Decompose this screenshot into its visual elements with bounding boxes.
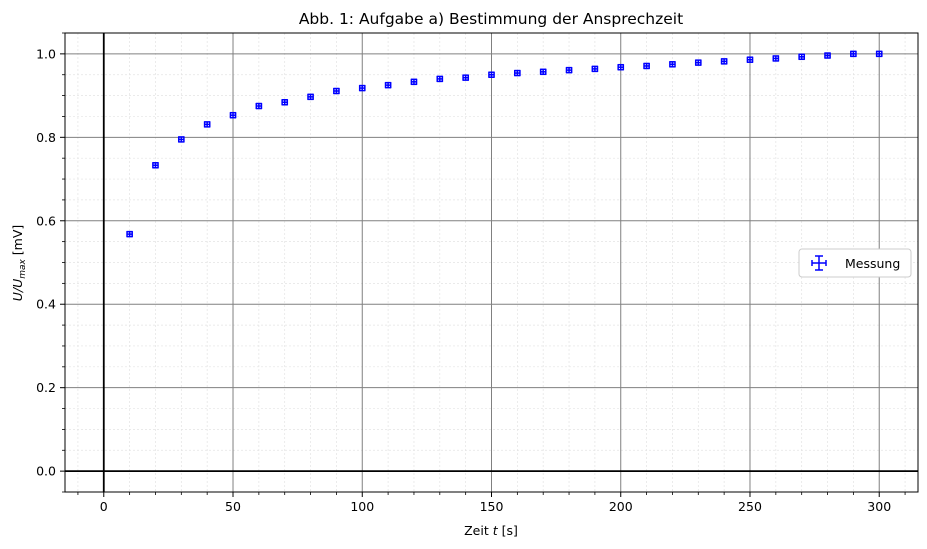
y-tick-label: 1.0 [36,46,56,61]
data-point [229,111,237,119]
data-point [746,56,754,63]
data-point [617,63,625,71]
data-point [488,71,495,78]
data-point [462,74,469,81]
x-axis-label: Zeit t [s] [464,523,518,538]
data-point [720,58,728,65]
legend-label: Messung [845,256,900,271]
x-tick-label: 50 [225,499,241,514]
data-point [203,121,211,128]
data-point [565,66,573,74]
x-tick-label: 150 [480,499,504,514]
data-point [643,62,650,70]
y-tick-label: 0.8 [36,130,56,145]
data-point [333,87,340,95]
data-point [772,55,780,62]
data-point [307,93,314,101]
legend-box [798,248,912,278]
plot-area: 0 50 100 150 200 250 300 0.0 0.2 0.4 0.6 0.8 1.0 [36,32,919,514]
y-axis-label: U/Umax [mV] [10,225,28,302]
x-tick-label: 0 [100,499,108,514]
data-point [875,50,883,58]
data-point [514,69,521,77]
y-tick-label: 0.0 [36,464,56,479]
x-tick-label: 300 [867,499,891,514]
data-point [436,75,444,83]
y-tick-label: 0.6 [36,213,56,228]
data-point [798,53,806,61]
data-point [669,61,676,68]
data-point [177,136,185,143]
data-point [410,78,418,86]
data-point [384,81,392,89]
data-point [255,102,263,110]
data-point [152,162,159,169]
legend: Messung [798,248,912,278]
data-point [358,84,366,92]
data-point [694,59,702,66]
chart-title: Abb. 1: Aufgabe a) Bestimmung der Anspre… [299,10,683,28]
x-tick-label: 250 [738,499,762,514]
y-tick-label: 0.4 [36,297,56,312]
data-point [824,52,831,59]
data-point [126,230,133,238]
data-point [850,50,857,58]
data-point [539,68,547,76]
legend-marker-icon [811,255,827,271]
x-tick-label: 200 [609,499,633,514]
x-tick-label: 100 [350,499,374,514]
data-point [591,65,599,73]
y-tick-label: 0.2 [36,380,56,395]
data-point [281,99,289,106]
